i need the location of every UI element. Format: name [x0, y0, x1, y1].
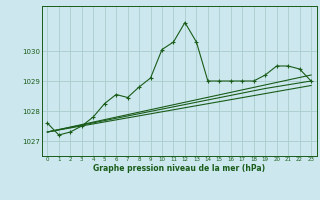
- X-axis label: Graphe pression niveau de la mer (hPa): Graphe pression niveau de la mer (hPa): [93, 164, 265, 173]
